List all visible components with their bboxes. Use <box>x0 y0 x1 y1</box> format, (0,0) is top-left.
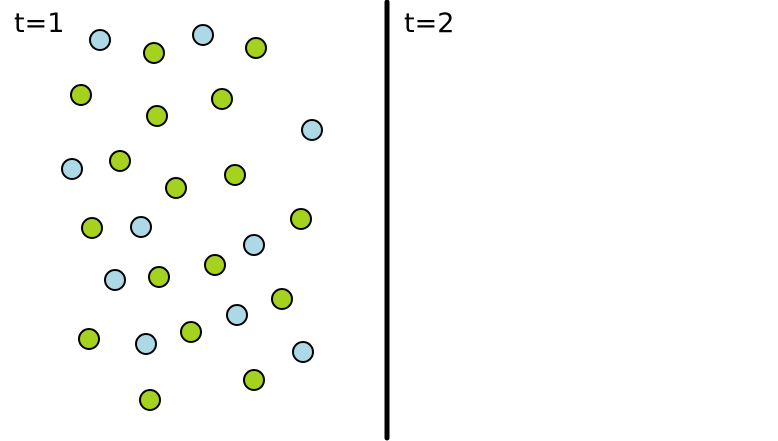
green-particle <box>245 37 267 59</box>
blue-particle <box>61 158 83 180</box>
green-particle <box>78 328 100 350</box>
green-particle <box>224 164 246 186</box>
green-particle <box>204 254 226 276</box>
green-particle <box>165 177 187 199</box>
green-particle <box>180 321 202 343</box>
blue-particle <box>135 333 157 355</box>
green-particle <box>143 42 165 64</box>
green-particle <box>146 105 168 127</box>
green-particle <box>243 369 265 391</box>
green-particle <box>271 288 293 310</box>
blue-particle <box>89 29 111 51</box>
blue-particle <box>130 216 152 238</box>
blue-particle <box>301 119 323 141</box>
blue-particle <box>243 234 265 256</box>
green-particle <box>109 150 131 172</box>
green-particle <box>81 217 103 239</box>
green-particle <box>148 266 170 288</box>
particle-group <box>61 24 323 411</box>
green-particle <box>139 389 161 411</box>
green-particle <box>290 208 312 230</box>
green-particle <box>211 88 233 110</box>
green-particle <box>70 84 92 106</box>
panel-label-t2: t=2 <box>404 8 454 39</box>
blue-particle <box>292 341 314 363</box>
blue-particle <box>226 304 248 326</box>
blue-particle <box>192 24 214 46</box>
panel-label-t1: t=1 <box>14 8 64 39</box>
blue-particle <box>104 269 126 291</box>
